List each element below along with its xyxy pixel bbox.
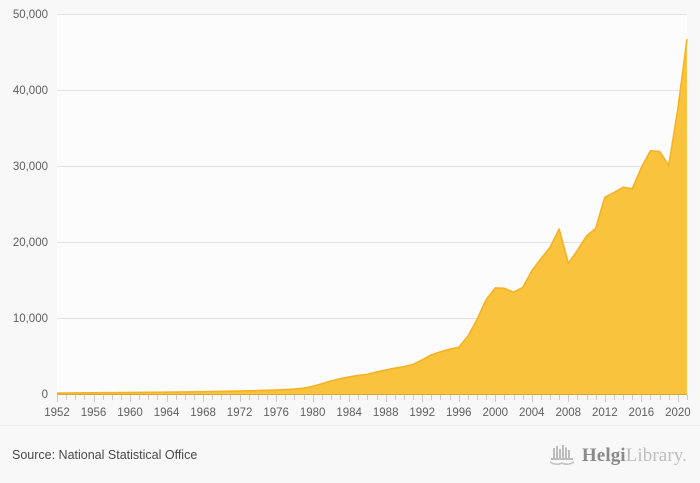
x-axis-labels-group: 1952 1956 1960 1964 1968 1972 1976 1980 1984 1988… [44,407,690,419]
logo-name-light: Library [625,444,683,466]
y-axis-tick-label: 50,000 [13,9,48,21]
x-axis-tick-label: 1976 [263,407,289,419]
x-axis-tick-label: 2012 [592,407,618,419]
chart-plot-area: 0 10,000 20,000 30,000 40,000 50,000 1952 1956… [12,9,691,419]
x-axis-tick-label: 2000 [482,407,508,419]
y-axis-labels-group: 0 10,000 20,000 30,000 40,000 50,000 [13,9,48,401]
x-axis-group [57,393,688,402]
series-area-outline [56,38,688,394]
x-axis-tick-label: 1996 [446,407,472,419]
x-axis-tick-label: 1988 [373,407,399,419]
y-axis-tick-label: 0 [42,389,48,401]
x-axis-tick-label: 1964 [154,407,180,419]
x-axis-tick-label: 1956 [81,407,107,419]
chart-footer: Source: National Statistical Office Helg… [0,425,700,483]
x-axis-tick-label: 1984 [336,407,362,419]
logo-name-strong: Helgi [581,444,626,466]
series-area-group [56,38,688,394]
y-axis-tick-label: 30,000 [13,161,48,173]
x-axis-tick-label: 1960 [117,407,143,419]
x-axis-tick-label: 1952 [44,407,70,419]
y-axis-tick-label: 40,000 [13,85,48,97]
source-note: Source: National Statistical Office [12,448,198,462]
x-axis-tick-label: 2020 [665,407,691,419]
helgi-library-logo[interactable]: HelgiLibrary. [549,444,687,466]
library-building-icon [549,445,574,466]
logo-suffix: . [682,444,687,466]
series-area-fill [57,39,687,394]
x-axis-tick-label: 2008 [556,407,582,419]
y-axis-tick-label: 10,000 [13,313,48,325]
x-axis-tick-label: 1980 [300,407,326,419]
x-axis-tick-label: 2004 [519,407,545,419]
area-chart-svg: 0 10,000 20,000 30,000 40,000 50,000 1952 1956… [12,9,691,419]
y-axis-tick-label: 20,000 [13,237,48,249]
x-axis-tick-label: 2016 [629,407,655,419]
x-axis-tick-label: 1992 [409,407,435,419]
x-axis-tick-label: 1972 [227,407,253,419]
x-axis-tick-label: 1968 [190,407,216,419]
logo-wordmark: HelgiLibrary. [582,446,687,465]
